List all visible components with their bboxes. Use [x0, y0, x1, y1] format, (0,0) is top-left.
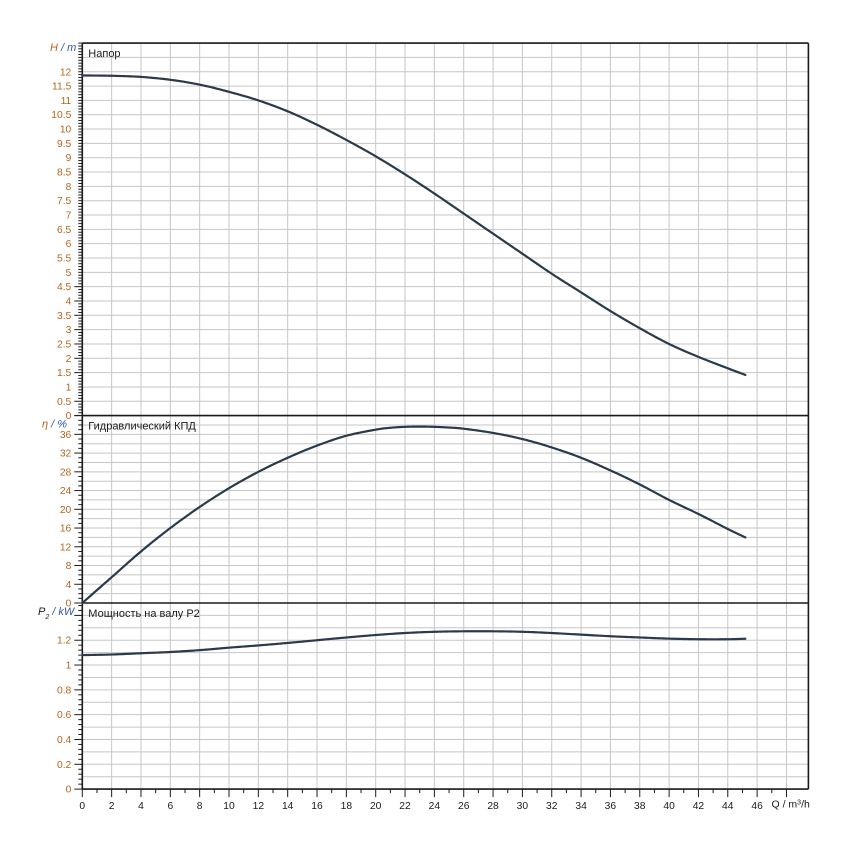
svg-text:0: 0: [79, 801, 85, 812]
svg-text:20: 20: [60, 505, 72, 516]
svg-text:4: 4: [138, 801, 144, 812]
svg-text:20: 20: [370, 801, 382, 812]
svg-text:6.5: 6.5: [57, 225, 72, 236]
svg-text:22: 22: [399, 801, 411, 812]
svg-text:11.5: 11.5: [52, 82, 72, 93]
svg-text:10.5: 10.5: [51, 110, 71, 121]
svg-text:η / %: η / %: [42, 419, 67, 431]
svg-text:9.5: 9.5: [57, 139, 72, 150]
svg-text:36: 36: [605, 801, 617, 812]
svg-text:7: 7: [66, 211, 72, 222]
svg-text:9: 9: [66, 153, 72, 164]
svg-text:18: 18: [341, 801, 353, 812]
svg-text:16: 16: [311, 801, 323, 812]
svg-text:0: 0: [66, 785, 72, 796]
svg-text:2.5: 2.5: [57, 339, 72, 350]
svg-text:6: 6: [66, 239, 72, 250]
svg-text:4.5: 4.5: [57, 282, 72, 293]
svg-text:8: 8: [197, 801, 203, 812]
svg-text:6: 6: [167, 801, 173, 812]
svg-text:Напор: Напор: [88, 48, 120, 60]
svg-text:2: 2: [66, 354, 72, 365]
svg-text:28: 28: [487, 801, 499, 812]
svg-text:8.5: 8.5: [57, 168, 72, 179]
svg-text:12: 12: [60, 542, 72, 553]
svg-text:34: 34: [575, 801, 587, 812]
svg-text:30: 30: [517, 801, 529, 812]
svg-text:11: 11: [61, 96, 72, 107]
svg-text:1.5: 1.5: [57, 368, 72, 379]
svg-text:0.5: 0.5: [57, 397, 72, 408]
svg-text:1: 1: [66, 661, 72, 672]
svg-text:24: 24: [429, 801, 441, 812]
svg-text:5.5: 5.5: [57, 254, 72, 265]
svg-text:0.6: 0.6: [57, 710, 72, 721]
svg-text:3: 3: [66, 325, 72, 336]
svg-text:4: 4: [66, 580, 72, 591]
svg-text:12: 12: [253, 801, 265, 812]
svg-text:32: 32: [546, 801, 558, 812]
svg-text:46: 46: [751, 801, 763, 812]
svg-text:32: 32: [60, 449, 72, 460]
svg-text:Q / m3/h: Q / m3/h: [772, 799, 810, 811]
svg-text:44: 44: [722, 801, 734, 812]
svg-text:4: 4: [66, 296, 72, 307]
svg-text:H / m: H / m: [50, 42, 76, 54]
svg-text:0.2: 0.2: [57, 760, 72, 771]
svg-text:16: 16: [60, 524, 72, 535]
svg-text:8: 8: [66, 561, 72, 572]
svg-text:40: 40: [663, 801, 675, 812]
svg-text:14: 14: [282, 801, 294, 812]
svg-text:8: 8: [66, 182, 72, 193]
svg-text:5: 5: [66, 268, 72, 279]
svg-text:12: 12: [60, 67, 72, 78]
svg-text:24: 24: [60, 486, 72, 497]
svg-text:28: 28: [60, 467, 72, 478]
svg-text:2: 2: [109, 801, 115, 812]
svg-text:26: 26: [458, 801, 470, 812]
svg-text:0.4: 0.4: [57, 735, 72, 746]
svg-text:38: 38: [634, 801, 646, 812]
svg-text:3.5: 3.5: [57, 311, 72, 322]
svg-text:36: 36: [60, 430, 72, 441]
svg-text:42: 42: [693, 801, 705, 812]
svg-text:10: 10: [223, 801, 235, 812]
svg-text:7.5: 7.5: [57, 196, 72, 207]
svg-text:10: 10: [60, 125, 72, 136]
svg-text:1: 1: [66, 382, 72, 393]
svg-text:Гидравлический КПД: Гидравлический КПД: [88, 421, 196, 433]
svg-text:0.8: 0.8: [57, 685, 72, 696]
svg-text:1.2: 1.2: [57, 636, 72, 647]
svg-text:Мощность на валу P2: Мощность на валу P2: [88, 608, 200, 620]
